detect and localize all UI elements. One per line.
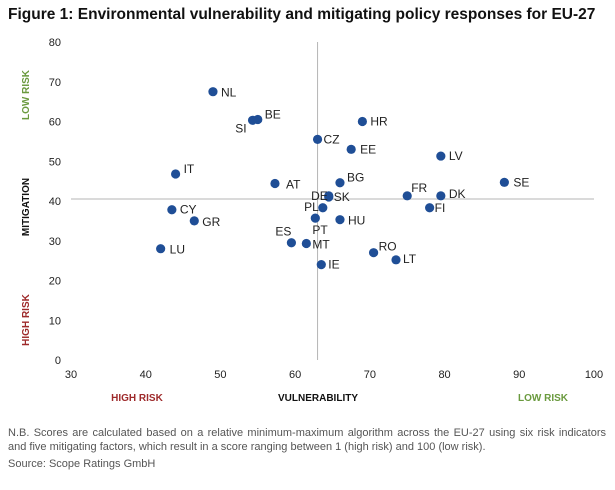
point-label-se: SE <box>513 175 529 189</box>
point-label-es: ES <box>275 225 291 239</box>
y-tick-label: 40 <box>49 196 61 208</box>
point-label-cy: CY <box>180 203 197 217</box>
y-tick-label: 0 <box>55 355 61 367</box>
y-tick-label: 50 <box>49 156 61 168</box>
point-pl <box>318 203 328 213</box>
reference-lines <box>71 42 594 360</box>
x-risk-label-high: HIGH RISK <box>111 393 163 404</box>
point-label-at: AT <box>286 178 301 192</box>
point-labels: NL BE SI HR CZ EE LV IT SE AT BG FR DK DE SK FI PL CY HU PT… <box>170 86 530 272</box>
point-gr <box>189 216 199 226</box>
point-hu <box>335 215 345 225</box>
point-pt <box>310 213 320 223</box>
point-label-it: IT <box>184 162 195 176</box>
x-tick-label: 80 <box>438 369 450 381</box>
point-label-fi: FI <box>435 201 446 215</box>
axis-ticks: 30 40 50 60 70 80 90 100 0 10 20 30 40 50 60 70 80 <box>49 37 603 381</box>
point-sk <box>324 192 334 202</box>
point-ro <box>368 248 379 258</box>
point-label-fr: FR <box>411 181 427 195</box>
chart-title: Figure 1: Environmental vulnerability an… <box>8 6 596 23</box>
y-axis-title: MITIGATION <box>21 178 32 236</box>
point-ee <box>346 144 356 154</box>
y-tick-label: 30 <box>49 236 61 248</box>
point-lv <box>436 151 446 161</box>
point-label-sk: SK <box>334 190 350 204</box>
point-se <box>499 177 509 187</box>
point-it <box>171 169 181 179</box>
point-mt <box>301 238 311 249</box>
point-label-si: SI <box>235 121 246 135</box>
point-at <box>270 178 280 189</box>
x-tick-label: 60 <box>289 369 301 381</box>
point-dk <box>436 191 446 201</box>
x-tick-label: 90 <box>513 369 525 381</box>
point-bg <box>335 178 345 188</box>
y-tick-label: 10 <box>49 315 61 327</box>
point-es <box>286 238 297 248</box>
point-label-nl: NL <box>221 86 237 100</box>
point-label-pt: PT <box>312 223 328 237</box>
point-label-lt: LT <box>403 252 417 266</box>
x-tick-label: 50 <box>214 369 226 381</box>
point-label-pl: PL <box>304 200 319 214</box>
point-label-ro: RO <box>379 240 397 254</box>
point-label-lv: LV <box>449 149 463 163</box>
point-label-be: BE <box>265 108 281 122</box>
x-tick-label: 70 <box>364 369 376 381</box>
x-axis-title: VULNERABILITY <box>278 393 358 404</box>
point-ie <box>316 260 326 270</box>
footnote: N.B. Scores are calculated based on a re… <box>8 427 606 453</box>
y-tick-label: 20 <box>49 276 61 288</box>
point-label-bg: BG <box>347 171 364 185</box>
data-points <box>156 87 509 270</box>
point-label-gr: GR <box>202 215 220 229</box>
y-tick-label: 70 <box>49 77 61 89</box>
x-risk-label-low: LOW RISK <box>518 393 569 404</box>
point-fi <box>425 203 435 213</box>
point-label-hr: HR <box>370 115 388 129</box>
point-hr <box>357 116 367 127</box>
point-fr <box>402 191 412 201</box>
point-lt <box>391 255 401 265</box>
point-lu <box>156 244 166 254</box>
point-label-ee: EE <box>360 142 376 156</box>
point-label-ie: IE <box>328 258 339 272</box>
x-tick-label: 40 <box>140 369 152 381</box>
point-label-hu: HU <box>348 214 365 228</box>
point-cz <box>312 134 323 144</box>
x-tick-label: 100 <box>585 369 603 381</box>
y-tick-label: 60 <box>49 117 61 129</box>
y-tick-label: 80 <box>49 37 61 49</box>
point-nl <box>208 87 218 97</box>
source-note: Source: Scope Ratings GmbH <box>8 458 156 470</box>
point-si <box>247 115 258 125</box>
point-label-cz: CZ <box>324 132 340 146</box>
x-tick-label: 30 <box>65 369 77 381</box>
point-cy <box>167 205 177 215</box>
point-label-lu: LU <box>170 243 185 257</box>
y-risk-label-high: HIGH RISK <box>21 293 32 345</box>
y-risk-label-low: LOW RISK <box>21 69 32 120</box>
point-label-mt: MT <box>312 238 330 252</box>
point-label-de: DE <box>311 189 328 203</box>
point-label-dk: DK <box>449 187 466 201</box>
